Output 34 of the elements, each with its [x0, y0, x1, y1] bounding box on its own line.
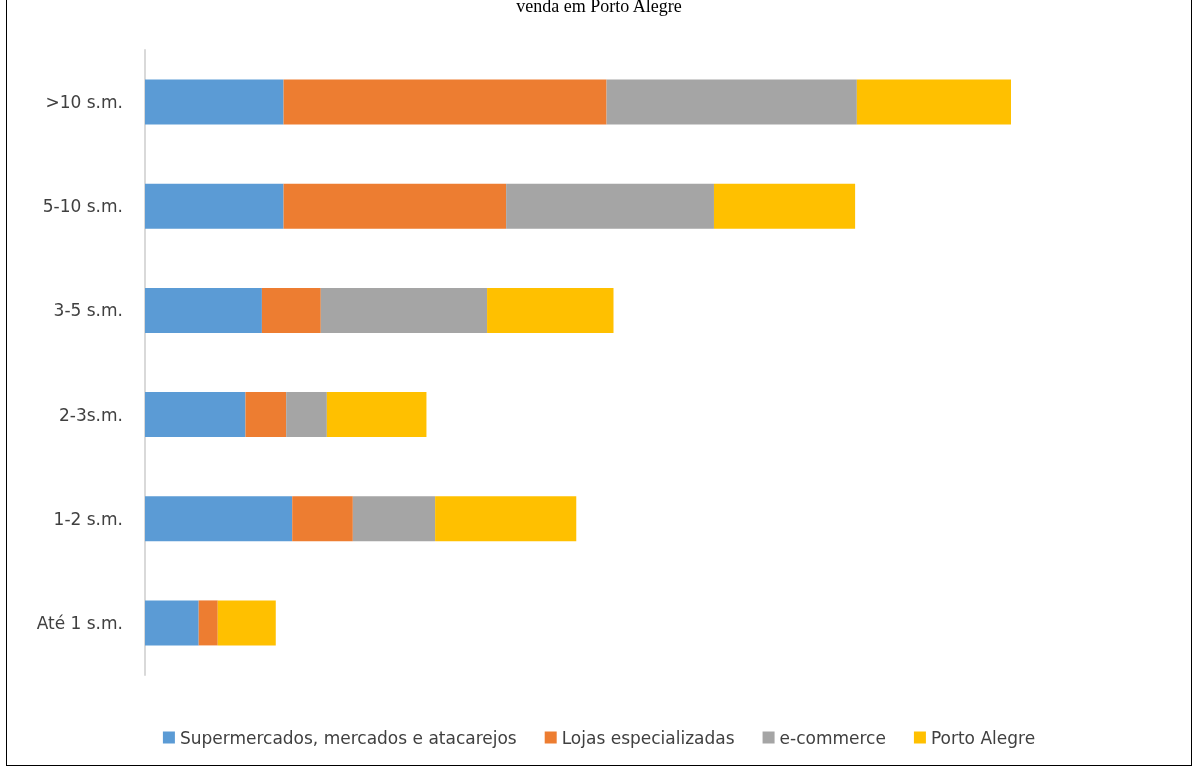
bar [326, 392, 427, 438]
chart-title: venda em Porto Alegre [516, 0, 682, 16]
bar [198, 600, 218, 646]
bar [506, 183, 714, 229]
bar [283, 79, 607, 125]
bar [283, 183, 507, 229]
bar [145, 183, 284, 229]
y-tick-label: 1-2 s.m. [53, 508, 123, 529]
legend-label: Lojas especializadas [561, 727, 735, 748]
bar [352, 496, 436, 542]
bar [435, 496, 577, 542]
bar [217, 600, 276, 646]
bar [145, 79, 284, 125]
y-tick-label: 3-5 s.m. [53, 300, 123, 321]
bar [245, 392, 287, 438]
bar [713, 183, 856, 229]
y-tick-label: >10 s.m. [45, 92, 123, 113]
bar [145, 392, 246, 438]
y-tick-label: 2-3s.m. [59, 404, 123, 425]
bar [606, 79, 857, 125]
bar [856, 79, 1011, 125]
bar [145, 287, 262, 333]
legend-label: Supermercados, mercados e atacarejos [179, 727, 517, 748]
bar [487, 287, 614, 333]
bar [286, 392, 327, 438]
bar [261, 287, 321, 333]
bar [292, 496, 353, 542]
bar [145, 600, 199, 646]
y-tick-label: 5-10 s.m. [42, 196, 123, 217]
y-tick-label: Até 1 s.m. [36, 612, 123, 633]
bar [320, 287, 488, 333]
legend-label: e-commerce [779, 727, 886, 748]
bar [145, 496, 293, 542]
legend-label: Porto Alegre [930, 727, 1036, 748]
